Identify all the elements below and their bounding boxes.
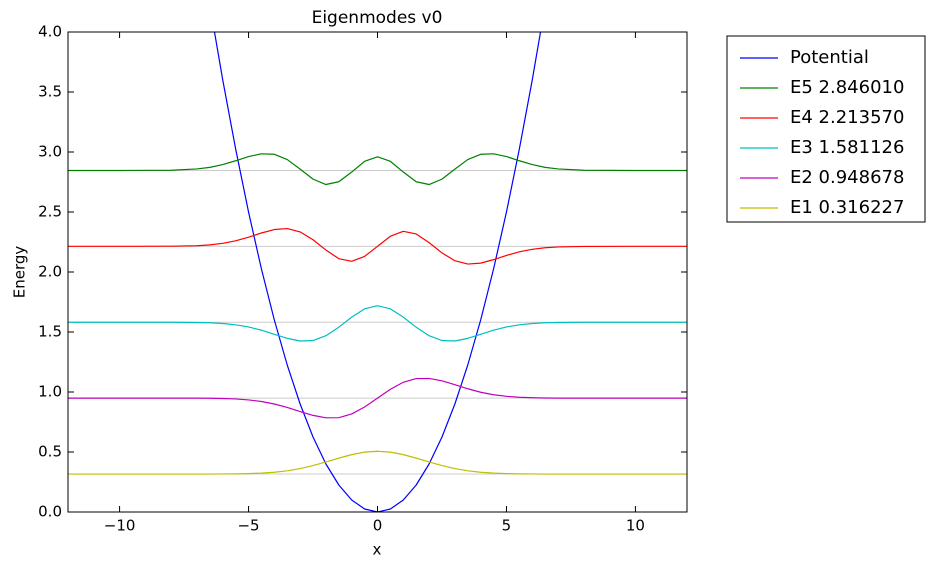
legend-label: E1 0.316227 [790, 197, 904, 218]
legend-label: E4 2.213570 [790, 107, 904, 128]
legend-label: E5 2.846010 [790, 77, 904, 98]
y-tick-label: 4.0 [38, 23, 62, 41]
legend-label: E2 0.948678 [790, 167, 904, 188]
y-tick-label: 3.0 [38, 143, 62, 161]
y-tick-label: 0.5 [38, 443, 62, 461]
x-tick-label: 10 [626, 517, 645, 535]
legend: Potential E5 2.846010 E4 2.213570 E3 1.5811… [726, 35, 926, 223]
x-tick-label: 0 [373, 517, 383, 535]
series-line [68, 227, 687, 265]
y-tick-label: 1.5 [38, 323, 62, 341]
y-tick-label: 1.0 [38, 383, 62, 401]
y-tick-label: 0.0 [38, 503, 62, 521]
x-tick-label: 5 [502, 517, 512, 535]
legend-frame [726, 35, 926, 223]
legend-label: Potential [790, 47, 869, 68]
series-line [68, 450, 687, 475]
series-line [68, 305, 687, 342]
legend-label: E3 1.581126 [790, 137, 904, 158]
x-tick-label: −10 [104, 517, 136, 535]
plot-frame [67, 31, 688, 513]
x-tick-label: −5 [237, 517, 259, 535]
x-axis-label: x [373, 541, 382, 559]
series-line [213, 32, 542, 512]
series-lines [68, 32, 687, 512]
axes: −10 −5 0 5 10 0.0 0.5 1.0 1.5 2.0 2.5 3.0 3.5 4.0 [38, 23, 687, 535]
y-tick-label: 2.5 [38, 203, 62, 221]
y-tick-label: 3.5 [38, 83, 62, 101]
y-tick-label: 2.0 [38, 263, 62, 281]
series-line [68, 153, 687, 186]
y-axis-label: Energy [11, 246, 29, 299]
series-line [68, 377, 687, 419]
chart-title: Eigenmodes v0 [312, 8, 443, 28]
